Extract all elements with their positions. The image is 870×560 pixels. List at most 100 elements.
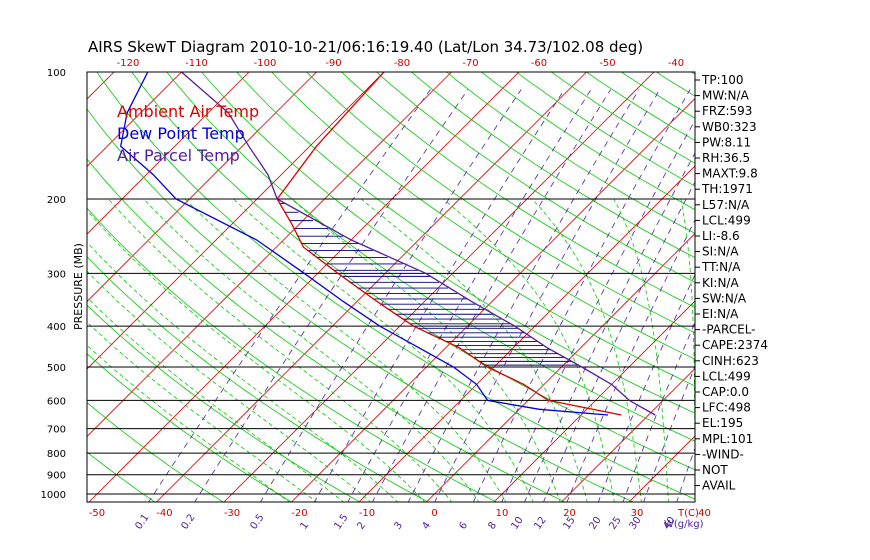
temp-unit-label: T(C) (677, 508, 699, 519)
moist-adiabat-line (291, 198, 561, 502)
mixing-ratio-label: 0.1 (133, 512, 151, 531)
moist-adiabat-line (184, 198, 507, 502)
top-temp-tick-label: -100 (254, 58, 277, 69)
bottom-temp-tick-label: 10 (496, 508, 509, 519)
isotherm-line (560, 367, 695, 502)
mixing-ratio-line (597, 273, 695, 502)
index-entry: SW:N/A (702, 291, 747, 305)
dry-adiabat-line (87, 108, 635, 502)
dry-adiabat-line (762, 53, 870, 503)
index-entry: -WIND- (702, 447, 744, 461)
index-entry: LCL:499 (702, 213, 751, 227)
mixing-ratio-label: 25 (607, 515, 623, 532)
isotherm-line (87, 72, 250, 235)
mixing-ratio-line (347, 89, 592, 502)
isotherm-line (87, 72, 115, 100)
pressure-tick-label: 900 (47, 471, 66, 482)
mixing-ratio-label: 2 (355, 520, 368, 532)
index-entry: FRZ:593 (702, 104, 752, 118)
bottom-temp-tick-label: 30 (631, 508, 644, 519)
dry-adiabat-line (480, 72, 695, 211)
pressure-tick-label: 800 (47, 449, 66, 460)
dry-adiabat-line (0, 53, 19, 503)
moist-adiabat-line (680, 198, 695, 495)
moist-adiabat-line (87, 344, 290, 502)
isotherm-line (87, 72, 183, 168)
y-axis-label: PRESSURE (MB) (72, 243, 85, 330)
mixing-ratio-line (313, 89, 565, 502)
plot-frame (86, 71, 696, 503)
dry-adiabat-line (410, 72, 695, 259)
mixing-ratio-line (501, 119, 695, 502)
dry-adiabat-line (376, 72, 695, 283)
legend-entry: Dew Point Temp (117, 124, 245, 143)
moist-adiabat-line (531, 198, 642, 502)
moist-adiabat-line (108, 198, 453, 502)
index-entry: SI:N/A (702, 245, 739, 259)
mixing-ratio-label: 4 (420, 520, 433, 532)
legend-entry: Ambient Air Temp (117, 102, 259, 121)
mixing-ratio-line (566, 219, 695, 502)
index-entry: LI:-8.6 (702, 229, 740, 243)
top-temp-tick-label: -60 (531, 58, 547, 69)
dry-adiabat-line (236, 72, 695, 387)
isotherm-line (290, 97, 695, 502)
bottom-temp-tick-label: 20 (563, 508, 576, 519)
top-temp-tick-label: -40 (668, 58, 684, 69)
mixing-ratio-label: 12 (532, 515, 548, 532)
chart-title: AIRS SkewT Diagram 2010-10-21/06:16:19.4… (88, 38, 643, 56)
top-temp-tick-label: -50 (599, 58, 615, 69)
dry-adiabat-line (690, 72, 695, 75)
index-entry: CAPE:2374 (702, 338, 768, 352)
isotherm-line (493, 300, 695, 502)
bottom-temp-tick-label: -40 (156, 508, 172, 519)
dry-adiabat-line (87, 304, 361, 502)
mixing-ratio-label: 3 (392, 520, 405, 532)
mixing-ratio-line (259, 89, 522, 502)
bottom-temp-tick-label: 40 (698, 508, 711, 519)
mixing-unit-label: W(g/kg) (664, 519, 704, 530)
index-entry: AVAIL (702, 479, 736, 493)
isotherm-line (155, 72, 588, 502)
isotherm-line (87, 72, 453, 438)
dry-adiabat-line (87, 353, 293, 502)
dry-adiabat-line (87, 256, 430, 502)
mixing-ratio-label: 0.2 (179, 512, 197, 531)
bottom-temp-tick-label: -50 (89, 508, 105, 519)
isotherm-line (425, 232, 695, 502)
mixing-ratio-line (371, 89, 611, 502)
dry-adiabat-line (87, 207, 498, 502)
dry-adiabat-line (87, 451, 156, 502)
mixing-ratio-line (407, 89, 640, 502)
index-entry: WB0:323 (702, 120, 757, 134)
mixing-ratio-label: 10 (509, 515, 525, 532)
dry-adiabat-line (306, 72, 695, 334)
pressure-tick-label: 1000 (41, 490, 66, 501)
dry-adiabat-line (87, 158, 566, 502)
bottom-temp-tick-label: -10 (359, 508, 375, 519)
pressure-tick-label: 200 (47, 195, 66, 206)
isotherm-line (87, 72, 318, 303)
index-entry: EL:195 (702, 416, 743, 430)
legend-entry: Air Parcel Temp (117, 146, 240, 165)
index-entry: CINH:623 (702, 354, 759, 368)
mixing-ratio-label: 6 (457, 520, 470, 532)
top-temp-tick-label: -120 (117, 58, 140, 69)
mixing-ratio-line (194, 89, 469, 502)
index-entry: -PARCEL- (702, 323, 756, 337)
moist-adiabat-line (443, 198, 615, 502)
moist-adiabat-line (87, 297, 345, 502)
index-entry: MW:N/A (702, 89, 750, 103)
dry-adiabat-line (864, 53, 870, 503)
mixing-ratio-line (543, 181, 695, 502)
dry-adiabat-line (830, 53, 870, 503)
top-temp-tick-label: -90 (325, 58, 341, 69)
moist-adiabat-line (613, 198, 669, 502)
top-temp-tick-label: -70 (462, 58, 478, 69)
moist-adiabat-line (360, 198, 588, 502)
mixing-ratio-label: 1.5 (332, 512, 350, 531)
isotherm-line (358, 165, 695, 502)
moist-adiabat-line (87, 209, 426, 502)
isotherm-line (88, 72, 520, 502)
mixing-ratio-line (434, 89, 661, 502)
